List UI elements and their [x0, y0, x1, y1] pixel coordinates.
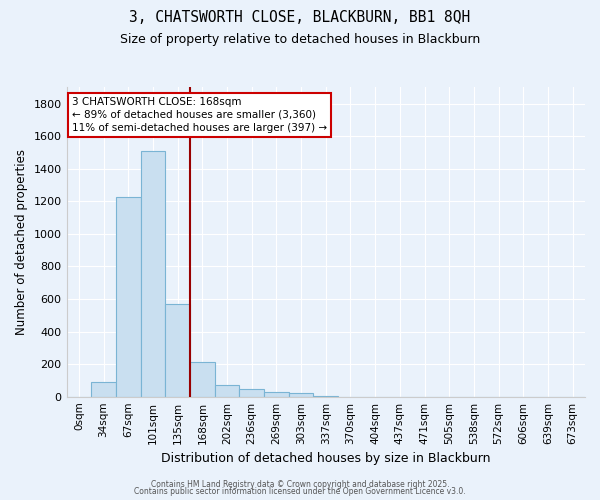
- Bar: [289, 394, 313, 396]
- Bar: [165, 304, 190, 396]
- Text: 3 CHATSWORTH CLOSE: 168sqm
← 89% of detached houses are smaller (3,360)
11% of s: 3 CHATSWORTH CLOSE: 168sqm ← 89% of deta…: [72, 97, 327, 133]
- Text: Contains HM Land Registry data © Crown copyright and database right 2025.: Contains HM Land Registry data © Crown c…: [151, 480, 449, 489]
- Text: Size of property relative to detached houses in Blackburn: Size of property relative to detached ho…: [120, 32, 480, 46]
- Bar: [140, 151, 165, 396]
- Bar: [239, 389, 264, 396]
- Bar: [215, 386, 239, 396]
- Y-axis label: Number of detached properties: Number of detached properties: [15, 149, 28, 335]
- Bar: [91, 382, 116, 396]
- Bar: [190, 362, 215, 396]
- Text: Contains public sector information licensed under the Open Government Licence v3: Contains public sector information licen…: [134, 488, 466, 496]
- Bar: [116, 196, 140, 396]
- Bar: [264, 392, 289, 396]
- Text: 3, CHATSWORTH CLOSE, BLACKBURN, BB1 8QH: 3, CHATSWORTH CLOSE, BLACKBURN, BB1 8QH: [130, 10, 470, 25]
- X-axis label: Distribution of detached houses by size in Blackburn: Distribution of detached houses by size …: [161, 452, 491, 465]
